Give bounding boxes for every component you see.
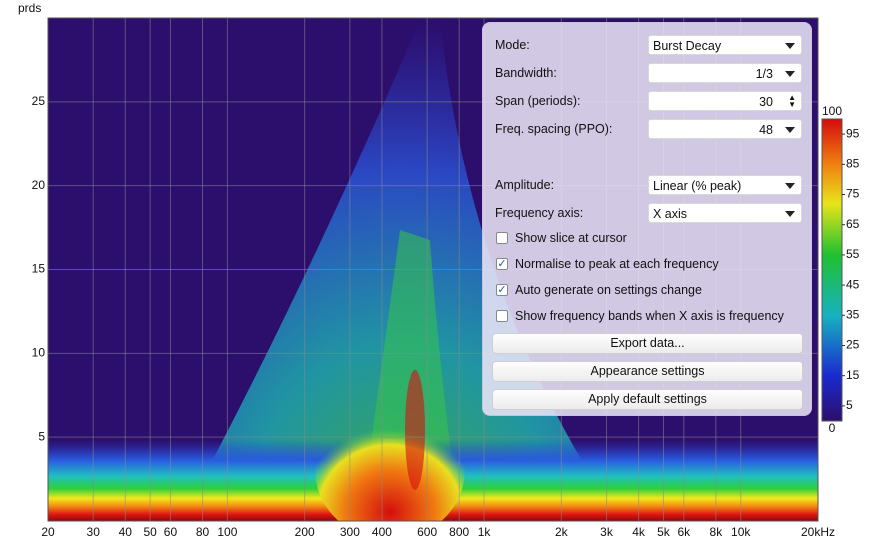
setting-row: Mode: Burst Decay [495,35,803,55]
x-tick-label: 8k [710,525,724,539]
x-tick-label: 100 [217,525,237,539]
setting-row: Frequency axis: X axis [495,203,803,223]
dropdown-arrow [785,43,795,49]
x-tick-label: 80 [196,525,210,539]
setting-value: 1/3 [755,67,773,81]
y-tick-label: 10 [32,346,46,360]
x-tick-label: 60 [164,525,178,539]
colorbar-label: 35 [846,307,860,321]
setting-label: Amplitude: [495,178,555,192]
dropdown-arrow [785,127,795,133]
y-tick-label: 25 [32,94,46,108]
checkbox-box [496,232,508,244]
setting-label: Mode: [495,38,530,52]
checkbox-box: ✓ [496,258,508,270]
setting-label: Freq. spacing (PPO): [495,122,613,136]
setting-value: 48 [759,123,773,137]
spin-arrows: ▲ ▼ [788,93,796,109]
setting-label: Frequency axis: [495,206,584,220]
x-tick-label: 5k [657,525,671,539]
dropdown-arrow [785,71,795,77]
colorbar-label: 55 [846,247,860,261]
dropdown-arrow [785,183,795,189]
dropdown[interactable]: X axis [648,203,802,223]
button[interactable]: Appearance settings [492,361,803,382]
checkbox-box: ✓ [496,284,508,296]
colorbar-label: 85 [846,156,860,170]
colorbar-label: 5 [846,398,853,412]
x-tick-label: 3k [600,525,614,539]
y-tick-label: 5 [38,429,45,443]
setting-label: Bandwidth: [495,66,557,80]
x-tick-label: 4k [632,525,646,539]
checkbox-label: Show slice at cursor [515,231,627,245]
x-tick-label: 400 [372,525,392,539]
colorbar-label: 45 [846,277,860,291]
colorbar-label: 75 [846,187,860,201]
colorbar-label: 65 [846,217,860,231]
checkbox-label: Show frequency bands when X axis is freq… [515,309,784,323]
setting-label: Span (periods): [495,94,581,108]
x-tick-label: 30 [87,525,101,539]
setting-value: 30 [759,95,773,109]
dropdown-arrow [785,211,795,217]
x-tick-label: 10k [731,525,751,539]
x-tick-label: 1k [478,525,492,539]
plot-frame [47,17,819,522]
x-tick-label: 800 [449,525,469,539]
x-tick-label: 20kHz [801,525,835,539]
y-tick-label: 15 [32,262,46,276]
setting-row: Amplitude: Linear (% peak) [495,175,803,195]
settings-panel: Mode: Burst Decay Bandwidth: 1/3 Span (perio… [482,22,812,416]
spinner[interactable]: 30 ▲ ▼ [648,91,802,111]
colorbar-label: 15 [846,368,860,382]
dropdown[interactable]: 1/3 [648,63,802,83]
x-tick-label: 40 [119,525,133,539]
checkbox-box [496,310,508,322]
checkbox-label: Auto generate on settings change [515,283,702,297]
colorbar [821,118,843,422]
setting-value: Burst Decay [653,39,722,53]
setting-row: Freq. spacing (PPO): 48 [495,119,803,139]
checkbox-label: Normalise to peak at each frequency [515,257,719,271]
dropdown[interactable]: Linear (% peak) [648,175,802,195]
y-tick-label: 20 [32,178,46,192]
setting-value: Linear (% peak) [653,179,742,193]
x-tick-label: 6k [677,525,691,539]
setting-row: Bandwidth: 1/3 [495,63,803,83]
x-tick-label: 200 [295,525,315,539]
x-tick-label: 2k [555,525,569,539]
x-tick-label: 600 [417,525,437,539]
colorbar-label: 25 [846,338,860,352]
y-unit: prds [18,1,41,15]
colorbar-label: 0 [829,421,836,435]
x-tick-label: 300 [340,525,360,539]
button[interactable]: Apply default settings [492,389,803,410]
x-tick-label: 20 [41,525,55,539]
colorbar-label: 95 [846,126,860,140]
setting-value: X axis [653,207,688,221]
x-tick-label: 50 [143,525,157,539]
setting-row: Span (periods): 30 ▲ ▼ [495,91,803,111]
dropdown[interactable]: 48 [648,119,802,139]
button[interactable]: Export data... [492,333,803,354]
dropdown[interactable]: Burst Decay [648,35,802,55]
colorbar-label: 100 [822,104,842,118]
